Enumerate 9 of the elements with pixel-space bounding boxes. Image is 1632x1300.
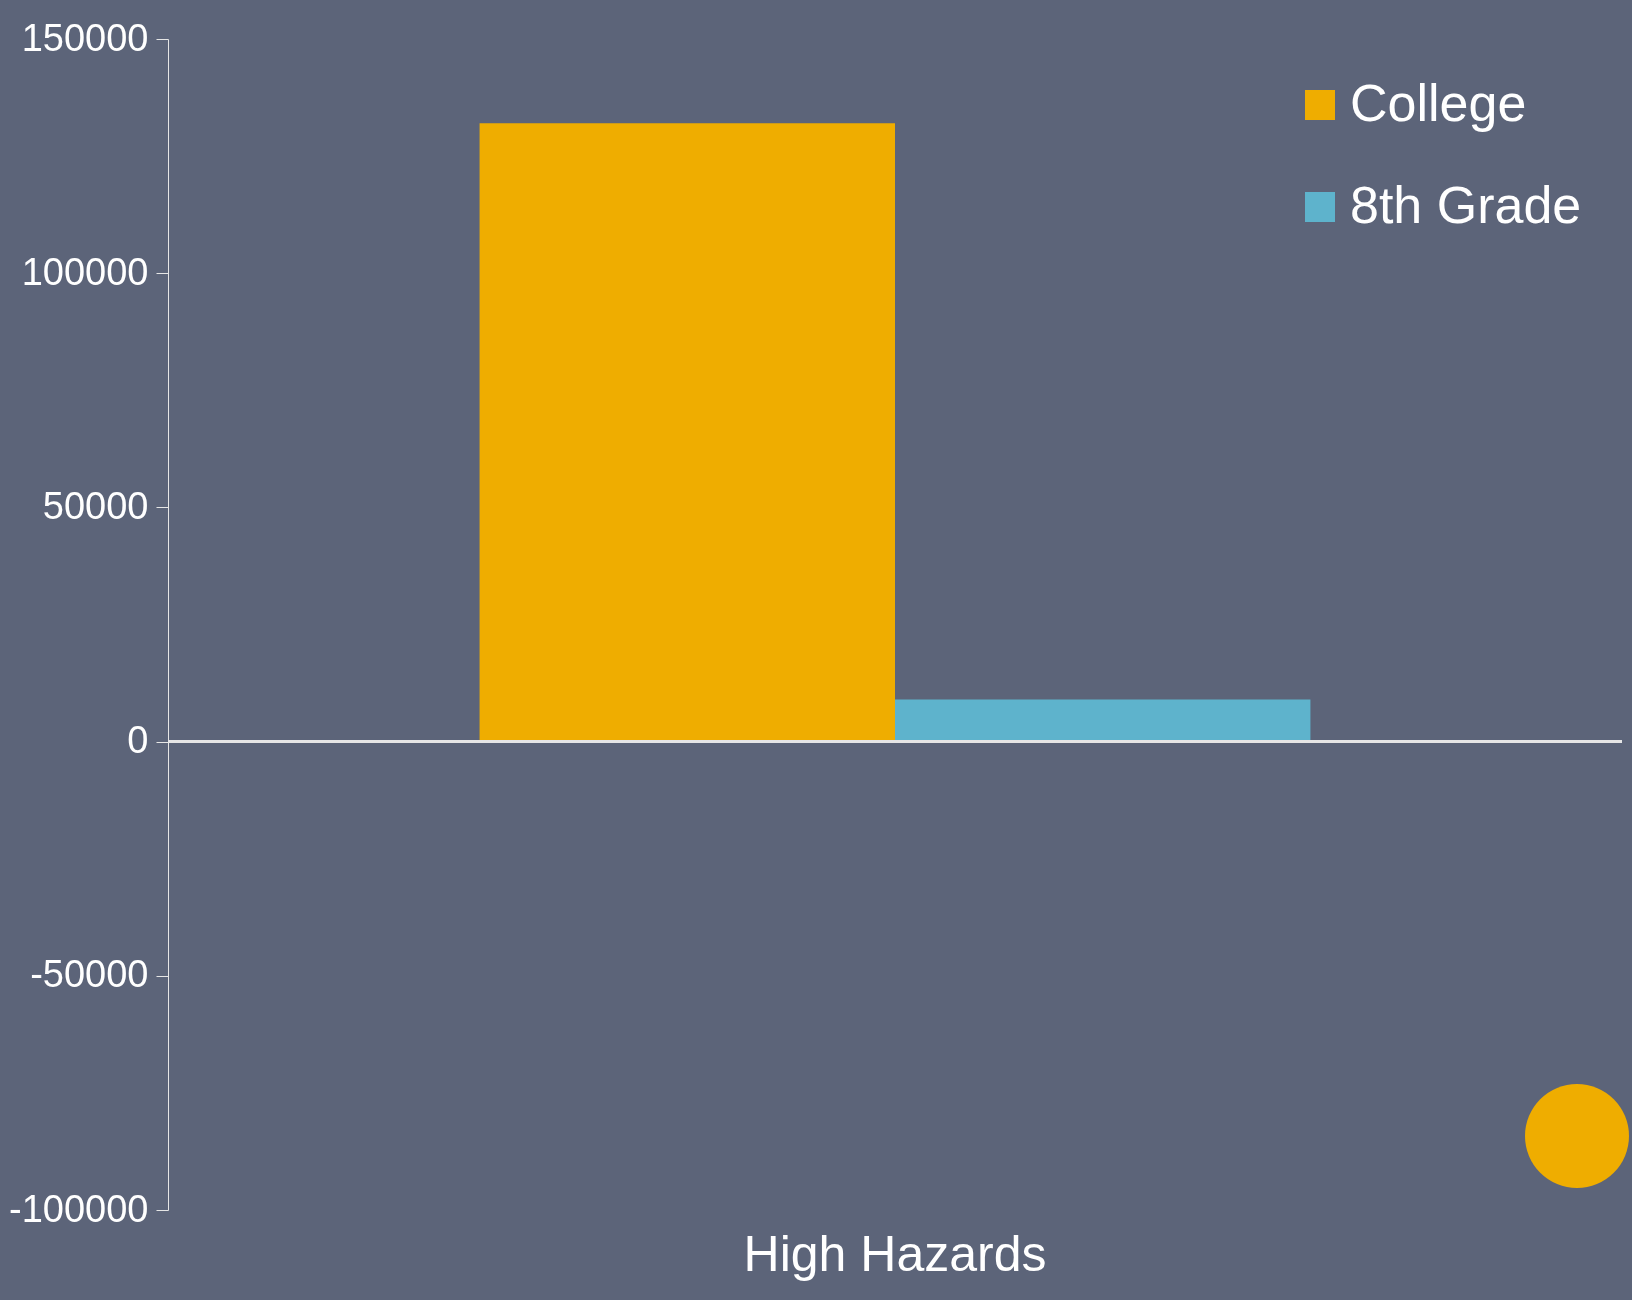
x-tick-label: High Hazards [743, 1225, 1047, 1282]
y-tick-label: 100000 [21, 250, 149, 293]
y-tick-label: 0 [127, 719, 149, 762]
y-tick-label: -50000 [30, 953, 149, 996]
y-tick-label: 150000 [21, 16, 149, 59]
legend-label: College [1350, 74, 1527, 132]
y-tick-label: -100000 [9, 1187, 149, 1230]
y-tick-label: 50000 [42, 484, 149, 527]
legend-label: 8th Grade [1350, 176, 1582, 234]
